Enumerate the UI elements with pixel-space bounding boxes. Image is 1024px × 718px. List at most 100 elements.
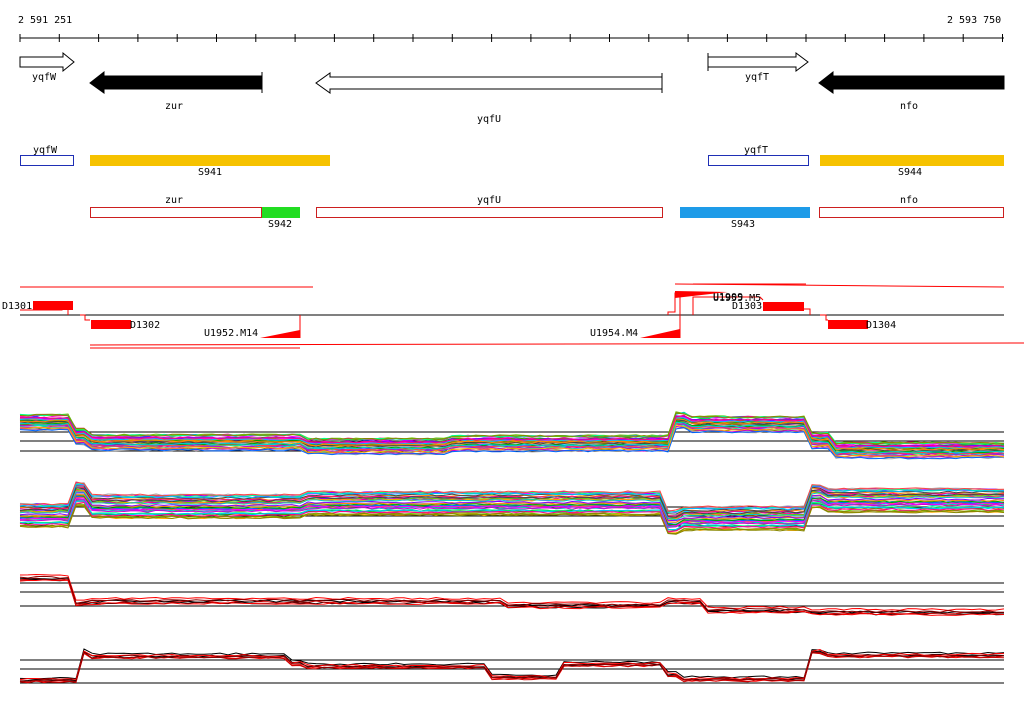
expression-profile-line	[19, 501, 1005, 533]
expression-profile-line	[19, 579, 1005, 616]
gene-yqfW[interactable]: yqfW	[19, 51, 75, 83]
expression-profile-line	[19, 651, 1005, 683]
gene-yqfU[interactable]: yqfU	[315, 72, 663, 125]
feature-U1955-M5[interactable]	[675, 291, 728, 298]
expression-profile-line	[20, 420, 1005, 454]
ruler-end-label: 2 593 750	[947, 15, 1001, 26]
segment-label-yqfW: yqfW	[33, 145, 58, 156]
expression-profile-line	[19, 412, 1005, 445]
expression-profile-line	[19, 575, 1005, 613]
expression-profiles-4	[19, 648, 1005, 684]
gene-nfo[interactable]: nfo	[818, 70, 1005, 112]
segment-label-zur: zur	[165, 195, 183, 206]
segment-track-top: yqfW S941 yqfT S944	[20, 145, 1004, 178]
expression-profile-line	[19, 422, 1004, 454]
segment-S942[interactable]	[262, 207, 300, 218]
feature-label-U1955-M5: U1955.M5	[713, 293, 761, 304]
expression-profile-line	[19, 487, 1005, 518]
expression-profiles-3	[19, 573, 1005, 616]
expression-profile-line	[19, 491, 1005, 521]
segment-label-S942: S942	[268, 219, 292, 230]
ruler: 2 591 251 2 593 750	[18, 15, 1004, 42]
gene-arrow-yqfT[interactable]	[707, 52, 809, 72]
expression-track-2	[19, 481, 1005, 535]
expression-profile-line	[19, 500, 1005, 531]
expression-profile-line	[19, 495, 1005, 525]
feature-D1302[interactable]	[91, 320, 131, 329]
expression-profiles-2	[19, 481, 1005, 535]
expression-profile-line	[19, 648, 1005, 681]
segment-label-S944: S944	[898, 167, 922, 178]
segment-label-S943: S943	[731, 219, 755, 230]
segment-S941[interactable]	[90, 155, 330, 166]
feature-label-D1304: D1304	[866, 320, 896, 331]
expression-profile-line	[19, 504, 1005, 535]
segment-S943[interactable]	[680, 207, 810, 218]
expression-profile-line	[19, 499, 1005, 528]
gene-label-yqfT: yqfT	[745, 72, 769, 83]
expression-profile-line	[19, 414, 1005, 448]
feature-label-D1302: D1302	[130, 320, 160, 331]
gene-label-zur: zur	[165, 101, 183, 112]
expression-profile-line	[19, 497, 1005, 526]
ruler-ticks	[19, 34, 1003, 42]
segment-box-yqfT[interactable]	[708, 155, 809, 166]
feature-D1303[interactable]	[763, 302, 804, 311]
expression-profile-line	[19, 573, 1005, 611]
feature-label-U1952-M14: U1952.M14	[204, 328, 258, 339]
gene-arrow-zur[interactable]	[89, 70, 263, 94]
feature-line-bottom	[89, 342, 1024, 346]
gene-zur[interactable]: zur	[89, 70, 263, 112]
expression-profile-line	[19, 488, 1005, 520]
feature-D1301[interactable]	[33, 301, 73, 310]
expression-profile-line	[19, 487, 1005, 517]
segment-S944[interactable]	[820, 155, 1004, 166]
segment-box-yqfW[interactable]	[20, 155, 74, 166]
expression-profile-line	[19, 494, 1005, 523]
feature-U1954-M4[interactable]	[640, 329, 680, 338]
expression-profile-line	[19, 578, 1005, 616]
segment-box-zur[interactable]	[90, 207, 262, 218]
expression-profile-line	[19, 648, 1005, 680]
feature-label-D1303: D1303	[732, 301, 762, 312]
segment-track-bottom: zur S942 yqfU S943 nfo	[90, 195, 1004, 230]
gene-label-yqfU: yqfU	[477, 114, 501, 125]
segment-label-nfo: nfo	[900, 195, 918, 206]
expression-profile-line	[19, 651, 1005, 684]
expression-profile-line	[19, 424, 1005, 458]
expression-track-4	[19, 648, 1005, 684]
gene-track: yqfW zur yqfU yqfT nfo	[19, 51, 1005, 125]
feature-track: D1301 D1302 U1952.M14 U1954.M4 U1955.M5 …	[2, 283, 1024, 349]
expression-profile-line	[19, 485, 1005, 515]
expression-profile-line	[19, 492, 1005, 522]
expression-profile-line	[19, 426, 1005, 460]
expression-track-1	[19, 411, 1005, 460]
feature-outline-U1955	[692, 296, 764, 315]
expression-profile-line	[19, 481, 1005, 512]
expression-profile-line	[19, 483, 1005, 513]
feature-outline-D1303	[794, 308, 811, 315]
feature-label-U1909: U1909	[713, 292, 743, 303]
feature-label-D1301: D1301	[2, 301, 32, 312]
feature-outline-D1304	[820, 314, 828, 321]
segment-label-yqfT: yqfT	[744, 145, 768, 156]
feature-D1304[interactable]	[828, 320, 868, 329]
expression-profile-line	[19, 503, 1005, 534]
gene-yqfT[interactable]: yqfT	[707, 52, 809, 83]
feature-outline-D1302	[80, 314, 90, 321]
ruler-start-label: 2 591 251	[18, 15, 72, 26]
feature-stem-U1954	[667, 292, 681, 338]
segment-box-yqfU[interactable]	[316, 207, 663, 218]
gene-arrow-yqfU[interactable]	[315, 72, 663, 94]
gene-arrow-nfo[interactable]	[818, 70, 1005, 94]
gene-arrow-yqfW[interactable]	[19, 51, 75, 73]
gene-label-nfo: nfo	[900, 101, 918, 112]
expression-profile-line	[19, 494, 1005, 526]
expression-profile-line	[19, 500, 1005, 531]
segment-box-nfo[interactable]	[819, 207, 1004, 218]
segment-label-S941: S941	[198, 167, 222, 178]
segment-label-yqfU: yqfU	[477, 195, 501, 206]
feature-U1952-M14[interactable]	[260, 330, 300, 338]
